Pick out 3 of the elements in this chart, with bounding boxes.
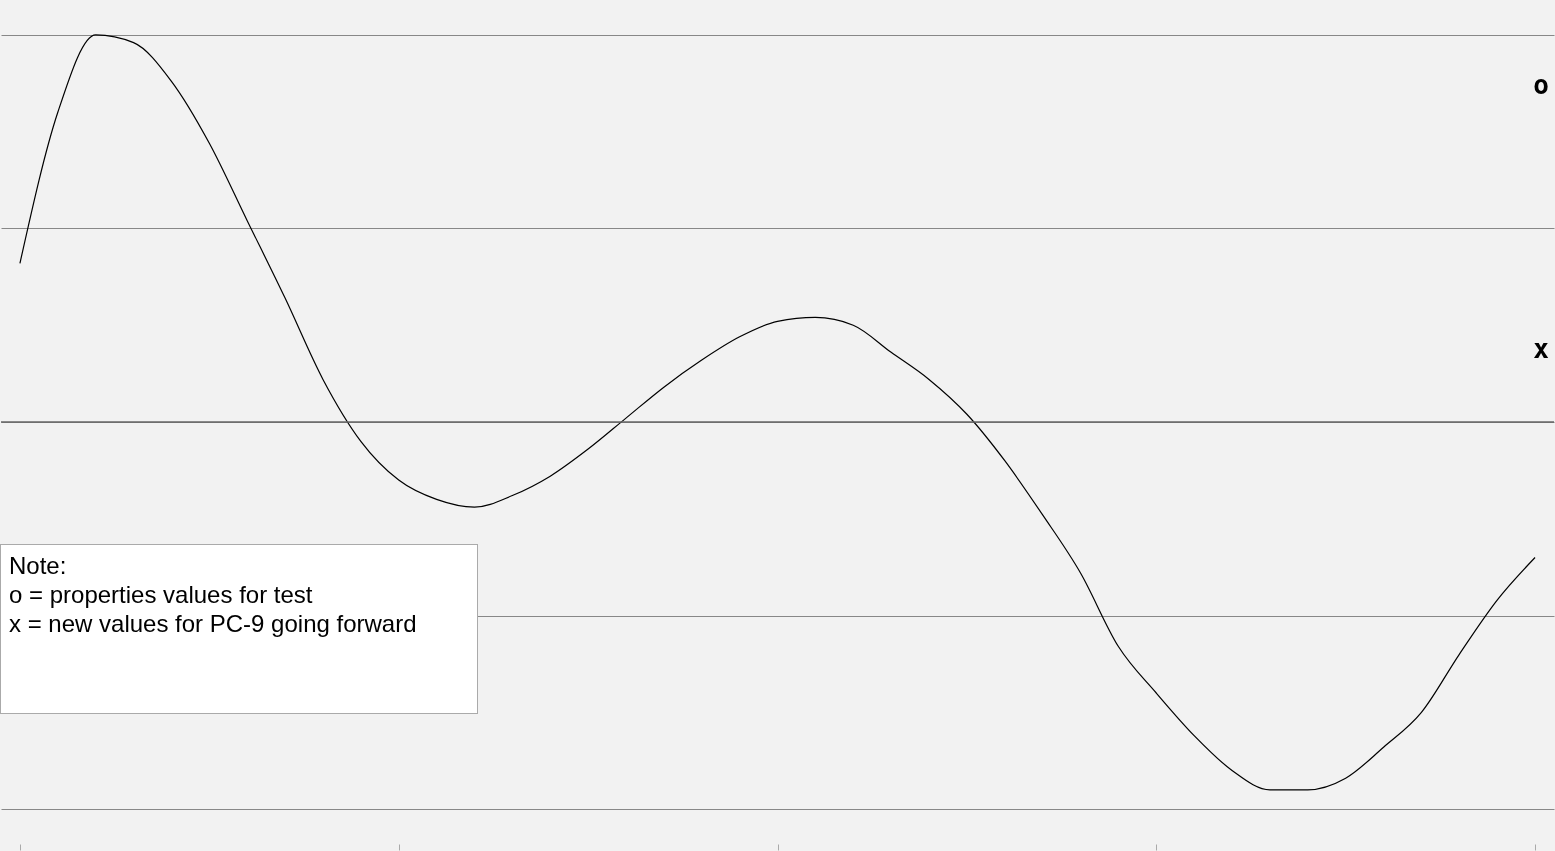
annotation: o: [1533, 70, 1549, 100]
annotation: x: [1533, 334, 1549, 364]
note-box: Note: o = properties values for test x = new values for PC-9 going forward: [0, 544, 478, 714]
